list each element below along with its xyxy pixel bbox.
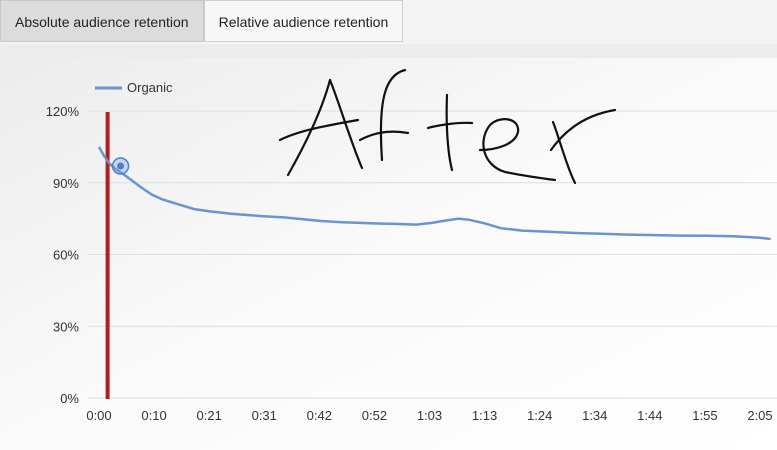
y-tick-label: 30%	[53, 319, 79, 334]
marker-dot	[117, 162, 125, 170]
y-axis-ticks: 0% 30% 60% 90% 120%	[46, 104, 80, 406]
y-tick-label: 120%	[46, 104, 80, 119]
y-tick-label: 60%	[53, 248, 79, 263]
x-tick-label: 1:24	[527, 408, 552, 423]
retention-chart: 0% 30% 60% 90% 120% 0:00 0:10 0:21 0:31 0:42 0:52…	[0, 58, 777, 450]
legend-label-organic: Organic	[127, 80, 173, 95]
x-tick-label: 0:31	[252, 408, 277, 423]
x-tick-label: 0:52	[362, 408, 387, 423]
playhead-marker[interactable]	[105, 112, 110, 399]
tab-absolute-audience-retention[interactable]: Absolute audience retention	[0, 0, 204, 42]
legend: Organic	[95, 80, 173, 95]
y-tick-label: 0%	[60, 391, 79, 406]
x-axis-ticks: 0:00 0:10 0:21 0:31 0:42 0:52 1:03 1:13 1:24 1:34…	[86, 408, 772, 423]
handwritten-annotation	[278, 68, 617, 185]
grid-lines	[88, 110, 777, 399]
x-tick-label: 1:44	[637, 408, 662, 423]
series-line-organic	[97, 146, 771, 241]
x-tick-label: 1:03	[417, 408, 442, 423]
tab-relative-audience-retention[interactable]: Relative audience retention	[203, 0, 404, 42]
x-tick-label: 0:10	[141, 408, 166, 423]
x-tick-label: 1:34	[582, 408, 607, 423]
retention-tabs: Absolute audience retention Relative aud…	[0, 0, 404, 44]
x-tick-label: 0:21	[197, 408, 222, 423]
x-tick-label: 1:55	[692, 408, 717, 423]
y-tick-label: 90%	[53, 176, 79, 191]
chart-top-bar	[0, 44, 777, 58]
x-tick-label: 0:42	[307, 408, 332, 423]
x-tick-label: 1:13	[472, 408, 497, 423]
x-tick-label: 2:05	[747, 408, 772, 423]
current-position-marker[interactable]	[111, 157, 130, 175]
x-tick-label: 0:00	[86, 408, 111, 423]
